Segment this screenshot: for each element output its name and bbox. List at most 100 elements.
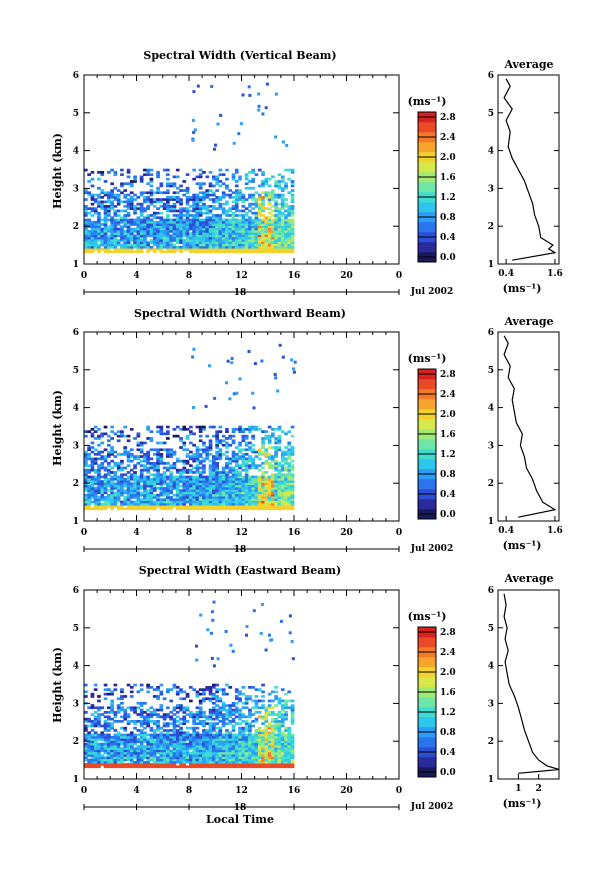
heatmap-cell xyxy=(143,726,147,730)
heatmap-cell xyxy=(84,220,88,224)
heatmap-cell xyxy=(113,500,118,504)
heatmap-cell xyxy=(159,692,164,696)
heatmap-cell xyxy=(156,745,160,748)
heatmap-cell xyxy=(110,430,114,433)
heatmap-cell xyxy=(241,448,246,452)
profile-y-tick-label: 4 xyxy=(488,147,494,157)
heatmap-cell xyxy=(267,756,272,759)
heatmap-cell xyxy=(185,434,190,438)
heatmap-cell xyxy=(254,227,259,231)
heatmap-cell xyxy=(192,502,196,506)
heatmap-cell xyxy=(261,722,265,725)
heatmap-cell xyxy=(97,742,101,746)
heatmap-cell xyxy=(172,731,177,735)
heatmap-cell xyxy=(241,726,246,730)
heatmap-cell xyxy=(116,214,121,217)
heatmap-cell xyxy=(277,239,282,242)
heatmap-cell xyxy=(261,729,265,732)
heatmap-cell xyxy=(202,751,206,755)
heatmap-cell xyxy=(212,496,216,499)
heatmap-cell xyxy=(84,751,88,755)
heatmap-cell xyxy=(143,505,147,508)
heatmap-cell xyxy=(152,225,157,229)
heatmap-cell xyxy=(162,243,167,247)
heatmap-cell xyxy=(208,686,213,689)
heatmap-cell xyxy=(234,690,239,694)
heatmap-cell xyxy=(146,220,150,224)
heatmap-cell xyxy=(139,729,144,732)
heatmap-cell xyxy=(195,216,200,220)
day-label: 18 xyxy=(234,288,247,298)
heatmap-cell xyxy=(126,706,131,710)
heatmap-cell xyxy=(136,738,141,741)
heatmap-cell xyxy=(231,216,236,220)
heatmap-cell xyxy=(218,697,223,701)
heatmap-cell xyxy=(198,223,203,226)
heatmap-cell xyxy=(218,230,223,233)
heatmap-cell xyxy=(192,193,196,197)
heatmap-cell xyxy=(214,143,217,147)
heatmap-cell xyxy=(120,168,124,172)
heatmap-cell xyxy=(162,747,167,750)
heatmap-cell xyxy=(110,502,114,506)
heatmap-cell xyxy=(110,200,114,204)
heatmap-cell xyxy=(267,704,272,707)
heatmap-cell xyxy=(274,720,278,723)
heatmap-cell xyxy=(103,745,108,748)
heatmap-cell xyxy=(159,473,164,477)
heatmap-cell xyxy=(231,765,236,769)
heatmap-cell xyxy=(238,193,242,197)
heatmap-cell xyxy=(159,200,164,204)
heatmap-cell xyxy=(110,738,114,741)
heatmap-cell xyxy=(179,211,183,215)
heatmap-cell xyxy=(284,482,288,486)
heatmap-cell xyxy=(97,695,101,698)
heatmap-cell xyxy=(107,765,111,769)
heatmap-cell xyxy=(205,760,210,764)
heatmap-cell xyxy=(257,489,262,492)
heatmap-cell xyxy=(218,742,223,746)
heatmap-cell xyxy=(146,482,150,486)
heatmap-cell xyxy=(193,128,197,132)
heatmap-cell xyxy=(238,471,242,474)
heatmap-cell xyxy=(185,745,190,748)
heatmap-cell xyxy=(248,475,252,479)
heatmap-cell xyxy=(156,186,160,190)
heatmap-cell xyxy=(195,713,200,716)
heatmap-cell xyxy=(212,724,216,728)
heatmap-cell xyxy=(280,756,285,759)
heatmap-cell xyxy=(271,742,275,746)
heatmap-cell xyxy=(159,245,164,249)
heatmap-cell xyxy=(166,448,170,452)
heatmap-cell xyxy=(238,209,242,213)
heatmap-cell xyxy=(284,205,288,208)
heatmap-cell xyxy=(284,450,288,454)
colorbar-frame xyxy=(417,111,437,263)
heatmap-cell xyxy=(202,729,206,732)
heatmap-cell xyxy=(261,491,265,495)
heatmap-cell xyxy=(129,747,134,750)
heatmap-cell xyxy=(202,245,206,249)
heatmap-cell xyxy=(290,466,295,470)
heatmap-cell xyxy=(261,706,265,710)
heatmap-cell xyxy=(87,232,91,235)
heatmap-cell xyxy=(192,758,196,762)
heatmap-cell xyxy=(166,209,170,213)
heatmap-cell xyxy=(136,706,141,710)
heatmap-cell xyxy=(100,489,105,492)
heatmap-cell xyxy=(143,493,147,497)
heatmap-cell xyxy=(274,243,278,247)
heatmap-cell xyxy=(136,462,141,465)
heatmap-cell xyxy=(87,489,91,492)
heatmap-cell xyxy=(198,477,203,481)
heatmap-cell xyxy=(225,211,229,215)
heatmap-cell xyxy=(110,765,114,769)
heatmap-cell xyxy=(248,250,252,254)
heatmap-cell xyxy=(179,250,183,254)
heatmap-cell xyxy=(274,713,278,716)
heatmap-cell xyxy=(169,507,173,511)
heatmap-cell xyxy=(110,708,114,712)
heatmap-cell xyxy=(284,745,288,748)
heatmap-cell xyxy=(267,232,272,235)
colorbar-swatch xyxy=(418,202,436,213)
